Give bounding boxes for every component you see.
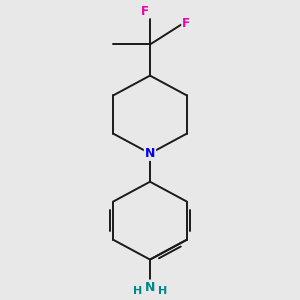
Text: H: H: [133, 286, 142, 296]
Text: F: F: [141, 4, 149, 18]
Text: F: F: [182, 17, 190, 30]
Text: H: H: [158, 286, 167, 296]
Text: N: N: [145, 147, 155, 160]
Text: N: N: [145, 281, 155, 294]
